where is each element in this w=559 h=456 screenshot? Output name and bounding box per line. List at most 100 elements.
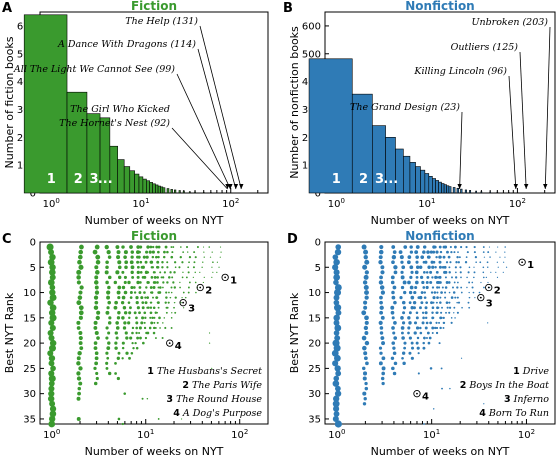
scatter-point (415, 311, 419, 315)
scatter-point (115, 245, 120, 250)
plot-frame (39, 241, 269, 425)
scatter-point (445, 261, 449, 264)
scatter-point (379, 300, 383, 305)
scatter-point (431, 306, 435, 310)
scatter-point (380, 290, 386, 295)
scatter-point (403, 245, 408, 249)
scatter-point (178, 266, 181, 269)
scatter-point (473, 245, 476, 249)
highlight-center (416, 392, 418, 395)
scatter-point (152, 296, 154, 299)
scatter-point (107, 275, 112, 280)
scatter-point (48, 335, 55, 342)
scatter-point (415, 245, 420, 249)
scatter-point (157, 418, 160, 420)
scatter-point (49, 405, 57, 412)
x-axis-label: Number of weeks on NYT (85, 214, 224, 227)
scatter-point (496, 261, 499, 263)
scatter-point (105, 351, 109, 355)
scatter-point (390, 305, 395, 310)
scatter-point (115, 321, 119, 325)
scatter-point (212, 261, 214, 264)
bar (203, 191, 205, 194)
scatter-point (334, 365, 341, 372)
scatter-point (164, 326, 167, 329)
scatter-point (183, 307, 185, 309)
scatter-point (202, 261, 204, 263)
scatter-point (445, 311, 447, 314)
scatter-point (203, 276, 205, 278)
scatter-point (444, 296, 447, 299)
bar (409, 162, 416, 194)
legend-title: Born To Run (486, 408, 549, 419)
scatter-point (95, 254, 101, 260)
scatter-point (156, 276, 159, 279)
bar (155, 184, 159, 194)
scatter-point (171, 312, 173, 314)
scatter-point (425, 280, 429, 284)
scatter-point (443, 265, 447, 269)
scatter-point (438, 342, 441, 345)
arrow-head (513, 184, 519, 189)
chart-title: Nonfiction (405, 229, 474, 243)
scatter-point (76, 326, 81, 330)
scatter-point (423, 296, 427, 299)
legend-number: 4 (173, 408, 180, 419)
highlight-marker (413, 390, 421, 398)
scatter-point (48, 390, 55, 397)
legend-title: Inferno (511, 394, 550, 405)
scatter-point (497, 266, 499, 268)
scatter-point (136, 270, 140, 274)
scatter-point (141, 316, 145, 320)
scatter-point (94, 356, 99, 361)
scatter-point (106, 290, 111, 295)
scatter-point (107, 331, 111, 335)
scatter-point (417, 372, 420, 375)
scatter-point (94, 330, 99, 336)
scatter-point (105, 326, 109, 330)
highlight-number: 3 (188, 304, 195, 315)
scatter-point (156, 301, 159, 304)
bar (123, 166, 131, 194)
scatter-point (504, 251, 506, 253)
scatter-point (436, 276, 440, 279)
scatter-point (429, 321, 432, 325)
scatter-point (114, 361, 117, 365)
scatter-point (121, 422, 125, 426)
scatter-point (407, 331, 410, 335)
scatter-point (94, 290, 100, 295)
scatter-point (142, 341, 145, 345)
x-tick-label: 102 (231, 428, 248, 441)
scatter-point (450, 317, 453, 319)
scatter-point (435, 271, 439, 274)
scatter-point (76, 376, 82, 381)
scatter-point (157, 286, 160, 289)
scatter-point (153, 321, 156, 324)
scatter-point (448, 271, 451, 274)
bar-index-label: 3 (90, 172, 99, 187)
scatter-point (441, 286, 444, 289)
scatter-point (391, 326, 395, 330)
annotation-arrow (199, 25, 242, 190)
chart-title: Nonfiction (405, 0, 474, 13)
scatter-point (150, 321, 153, 324)
scatter-point (105, 310, 110, 315)
scatter-point (403, 290, 407, 295)
legend-entry: 2 Boys In the Boat (460, 380, 549, 391)
scatter-point (79, 346, 84, 351)
scatter-point (105, 366, 109, 370)
scatter-point (95, 315, 100, 320)
scatter-point (131, 326, 135, 330)
scatter-point (421, 321, 425, 325)
scatter-point (436, 291, 439, 294)
bar (23, 14, 68, 194)
scatter-point (203, 256, 205, 258)
scatter-point (136, 306, 140, 310)
legend-entry: 4 Born To Run (479, 408, 549, 419)
scatter-point (379, 331, 384, 335)
scatter-point (391, 254, 397, 260)
scatter-point (208, 246, 211, 248)
scatter-point (127, 321, 131, 325)
bar (420, 169, 426, 194)
scatter-point (457, 251, 459, 253)
